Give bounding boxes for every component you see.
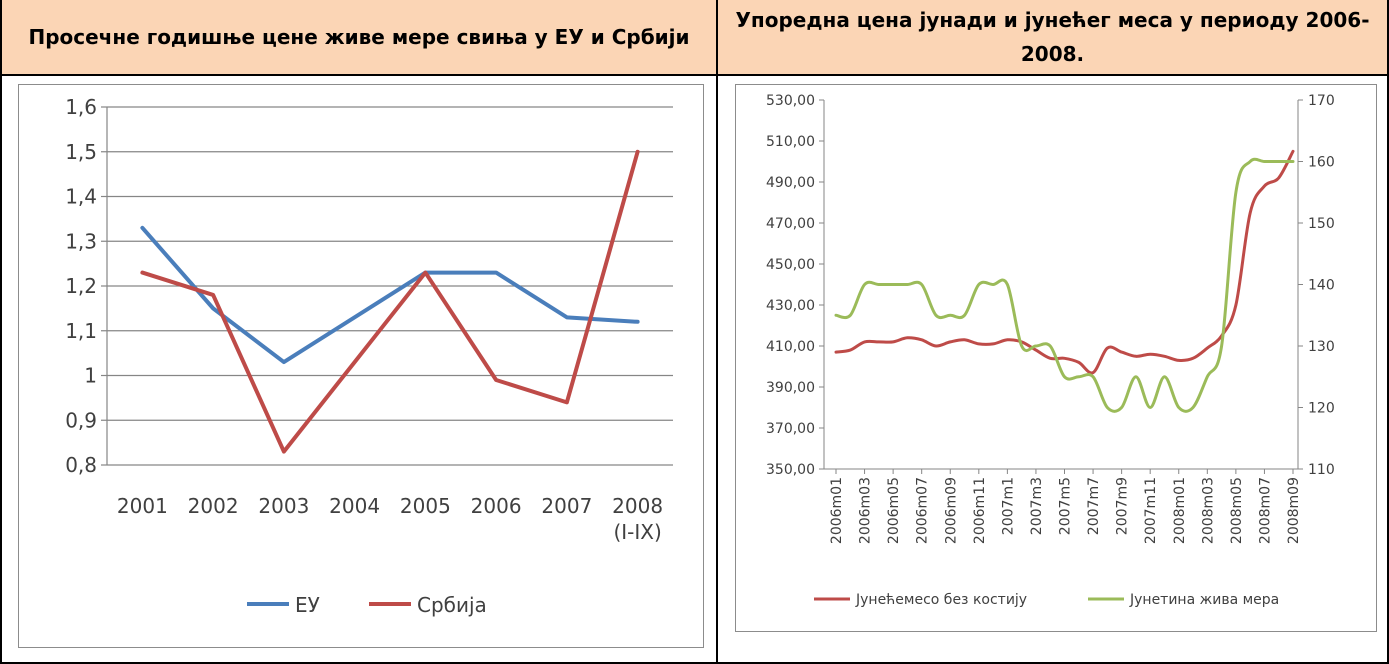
- y-tick-label: 1: [84, 364, 97, 388]
- x-tick-label: 2001: [117, 494, 168, 518]
- y-right-tick-label: 140: [1308, 278, 1335, 294]
- legend-label: ЕУ: [295, 593, 320, 617]
- y-left-tick-label: 450,00: [766, 257, 815, 273]
- series-line-beef-boneless: [834, 149, 1295, 375]
- x-tick-label: 2007m11: [1143, 477, 1159, 544]
- legend-label: Јунетина жива мера: [1129, 592, 1279, 608]
- x-tick-label: 2006m03: [858, 477, 874, 544]
- y-tick-label: 1,3: [65, 229, 97, 253]
- series-line-cattle-live: [834, 157, 1295, 413]
- x-tick-label: 2008m05: [1229, 477, 1245, 544]
- x-tick-label-line: 2008: [612, 494, 663, 518]
- x-tick-label-line: 2002: [188, 494, 239, 518]
- y-tick-label: 1,2: [65, 274, 97, 298]
- y-right-tick-label: 160: [1308, 155, 1335, 171]
- x-tick-label: 2002: [188, 494, 239, 518]
- y-left-tick-label: 370,00: [766, 421, 815, 437]
- legend-label: Србија: [417, 593, 487, 617]
- series-line-eu: [140, 225, 640, 365]
- x-tick-label: 2007m5: [1058, 477, 1074, 535]
- x-tick-label-line: 2007: [541, 494, 592, 518]
- x-tick-label: 2007m3: [1029, 477, 1045, 535]
- series-line-serbia: [140, 149, 640, 454]
- y-tick-label: 0,8: [65, 453, 97, 477]
- y-right-tick-label: 120: [1308, 401, 1335, 417]
- x-tick-label: 2008m03: [1200, 477, 1216, 544]
- y-left-tick-label: 430,00: [766, 298, 815, 314]
- x-tick-label-line: (I-IX): [613, 520, 661, 544]
- y-tick-label: 1,4: [65, 185, 97, 209]
- pig-price-chart-svg: 0,8 0,9 1 1,1 1,2 1,3 1,4 1,5 1,6 2001 2002 2003 200…: [65, 95, 673, 617]
- y-left-tick-label: 530,00: [766, 93, 815, 109]
- x-tick-label: 2006m05: [886, 477, 902, 544]
- column-divider: [716, 0, 718, 664]
- y-tick-label: 1,6: [65, 95, 97, 119]
- x-tick-label-line: 2004: [329, 494, 380, 518]
- x-tick-label: 2008m01: [1172, 477, 1188, 544]
- cattle-price-chart: 350,00 370,00 390,00 410,00 430,00 450,00 470,…: [735, 84, 1377, 632]
- x-tick-label-line: 2005: [400, 494, 451, 518]
- x-tick-label: 2007: [541, 494, 592, 518]
- y-left-tick-label: 470,00: [766, 216, 815, 232]
- x-tick-label-line: 2006: [471, 494, 522, 518]
- x-tick-label: 2007m1: [1000, 477, 1016, 535]
- left-header: Просечне годишње цене живе мере свиња у …: [2, 0, 716, 76]
- y-tick-label: 0,9: [65, 408, 97, 432]
- right-header: Упоредна цена јунади и јунећег меса у пе…: [718, 0, 1387, 76]
- y-right-tick-label: 110: [1308, 462, 1335, 478]
- y-left-tick-label: 390,00: [766, 380, 815, 396]
- legend-label: Јунећемесо без костију: [855, 592, 1027, 608]
- x-tick-label-line: 2003: [258, 494, 309, 518]
- y-left-tick-label: 510,00: [766, 134, 815, 150]
- y-tick-label: 1,5: [65, 140, 97, 164]
- x-tick-label: 2007m7: [1086, 477, 1102, 535]
- x-tick-label: 2004: [329, 494, 380, 518]
- x-tick-label: 2008m09: [1286, 477, 1302, 544]
- x-tick-label: 2006m01: [829, 477, 845, 544]
- y-right-tick-label: 170: [1308, 93, 1335, 109]
- x-tick-label: 2005: [400, 494, 451, 518]
- x-tick-label: 2008m07: [1257, 477, 1273, 544]
- y-left-tick-label: 350,00: [766, 462, 815, 478]
- y-tick-label: 1,1: [65, 319, 97, 343]
- y-right-tick-label: 130: [1308, 339, 1335, 355]
- y-left-tick-label: 490,00: [766, 175, 815, 191]
- x-tick-label: 2008 (I-IX): [612, 494, 663, 544]
- x-tick-label-line: 2001: [117, 494, 168, 518]
- x-tick-label: 2007m9: [1115, 477, 1131, 535]
- x-tick-label: 2003: [258, 494, 309, 518]
- x-tick-label: 2006m07: [915, 477, 931, 544]
- x-tick-label: 2006m11: [972, 477, 988, 544]
- cattle-price-chart-svg: 350,00 370,00 390,00 410,00 430,00 450,00 470,…: [766, 93, 1335, 608]
- y-left-tick-label: 410,00: [766, 339, 815, 355]
- y-right-tick-label: 150: [1308, 216, 1335, 232]
- x-tick-label: 2006m09: [943, 477, 959, 544]
- pig-price-chart: 0,8 0,9 1 1,1 1,2 1,3 1,4 1,5 1,6 2001 2002 2003 200…: [18, 84, 704, 648]
- x-tick-label: 2006: [471, 494, 522, 518]
